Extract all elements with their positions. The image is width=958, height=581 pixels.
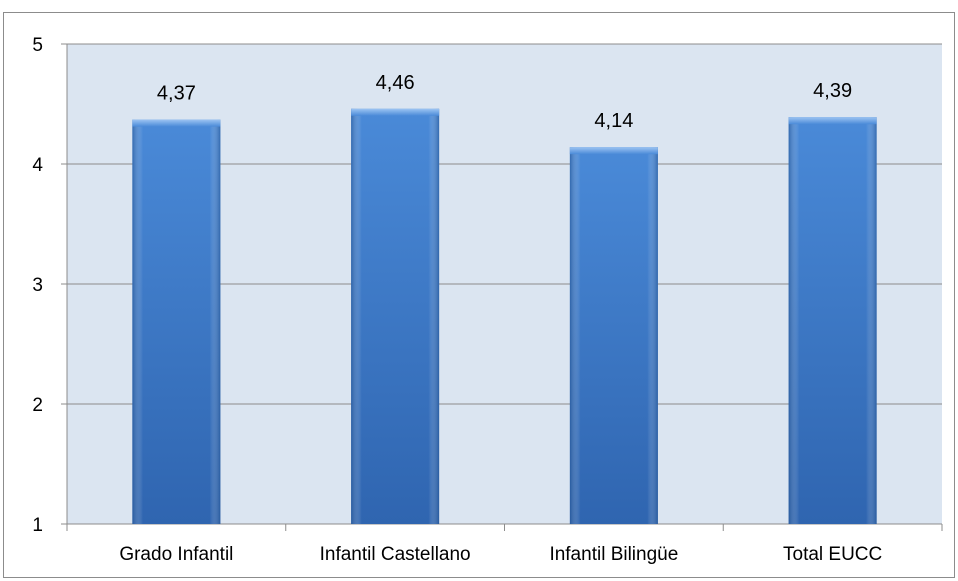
bar-top-bevel [132, 119, 221, 127]
chart-frame: 1 2 3 4 5 4,37 Grado Infantil 4,46 Infantil Cast… [3, 12, 955, 578]
bar-shade [569, 147, 658, 524]
bar-group [788, 117, 877, 524]
data-label: 4,37 [157, 83, 196, 105]
data-label: 4,39 [813, 80, 852, 102]
y-tick-label: 1 [32, 515, 43, 536]
data-label: 4,14 [594, 110, 633, 132]
bar-group [569, 147, 658, 524]
y-tick-label: 4 [32, 155, 43, 176]
y-tick-label: 3 [32, 275, 43, 296]
bar-top-bevel [351, 108, 440, 116]
bars [132, 108, 877, 525]
bar-group [132, 119, 221, 524]
labels: 1 2 3 4 5 4,37 Grado Infantil 4,46 Infantil Cast… [32, 35, 882, 565]
x-tick-label: Total EUCC [783, 544, 882, 565]
data-label: 4,46 [376, 72, 415, 94]
bar-top-bevel [788, 117, 877, 125]
bar-shade [132, 119, 221, 524]
bar-shade [788, 117, 877, 524]
x-tick-label: Infantil Castellano [320, 544, 471, 565]
x-tick-label: Infantil Bilingüe [549, 544, 678, 565]
bar-chart: 1 2 3 4 5 4,37 Grado Infantil 4,46 Infantil Cast… [32, 35, 943, 565]
x-tick-label: Grado Infantil [119, 544, 233, 565]
bar-top-bevel [569, 147, 658, 155]
y-tick-label: 5 [32, 35, 43, 56]
bar-shade [351, 108, 440, 525]
bar-group [351, 108, 440, 525]
y-tick-label: 2 [32, 395, 43, 416]
